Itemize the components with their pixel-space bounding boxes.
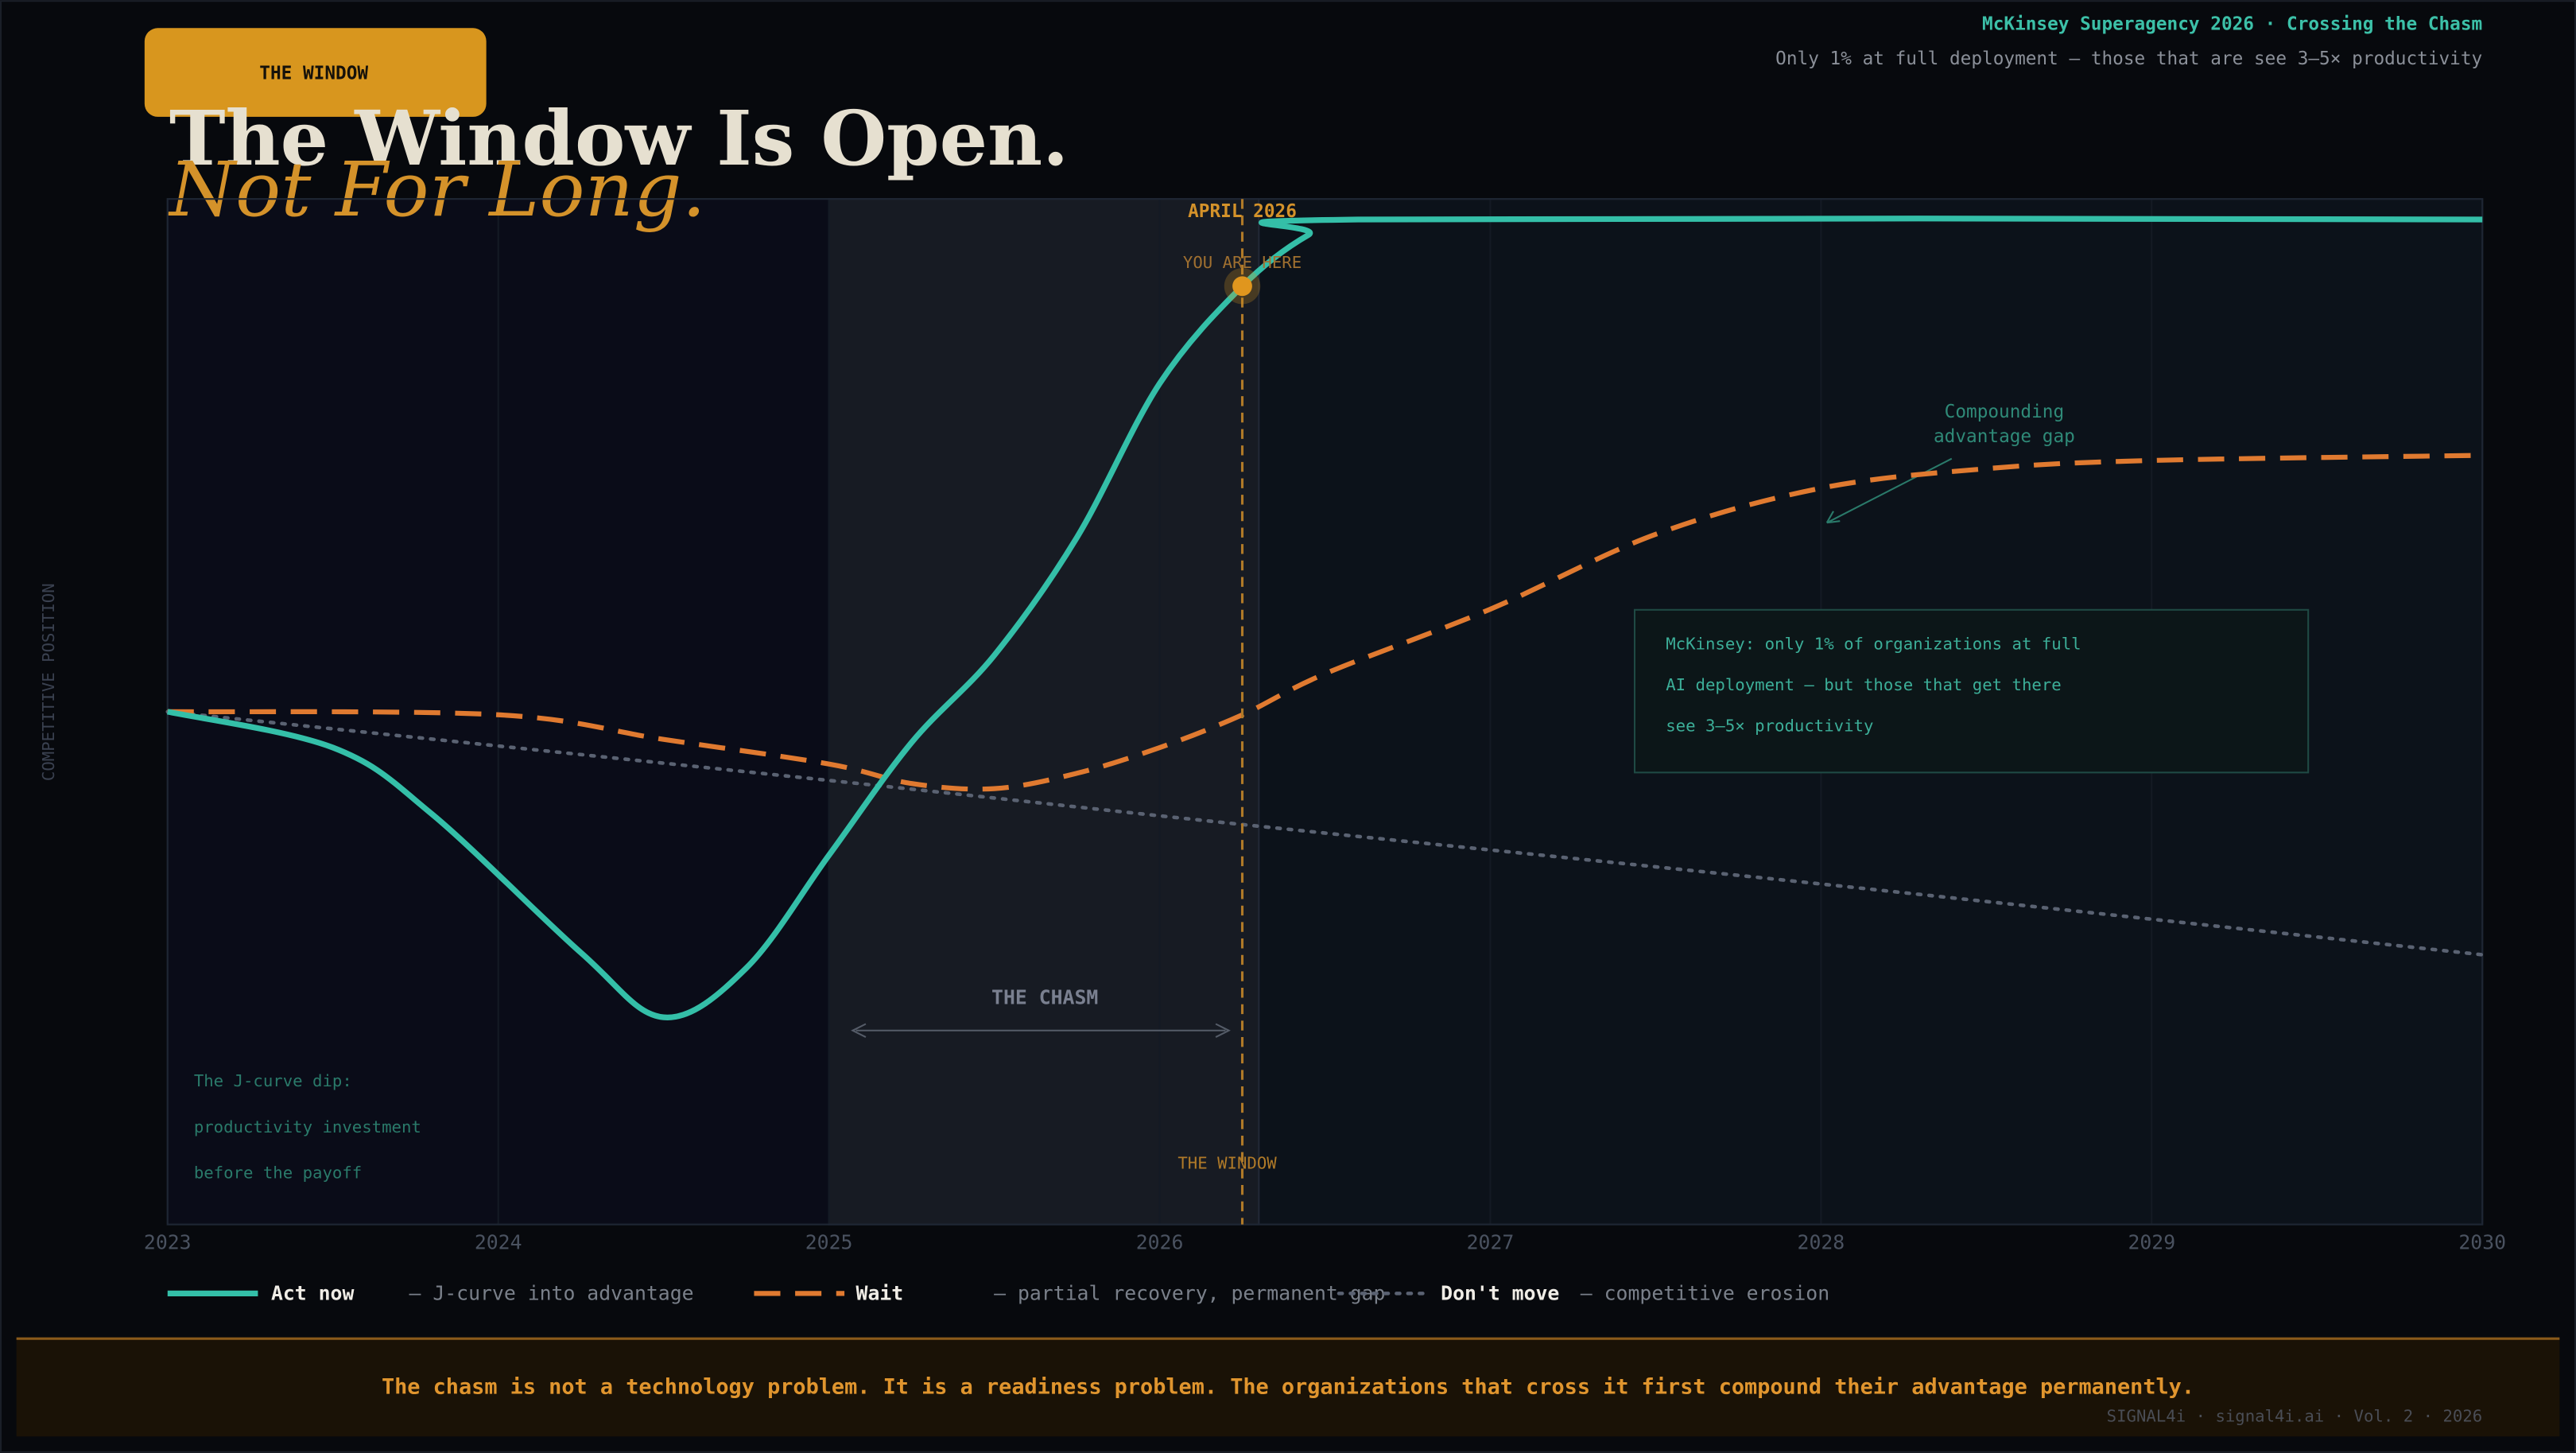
box-note: see 3–5× productivity bbox=[1666, 717, 1873, 736]
series-line bbox=[166, 215, 2483, 1020]
legend-name: Act now bbox=[271, 1282, 355, 1305]
box-note: McKinsey: only 1% of organizations at fu… bbox=[1666, 634, 2081, 653]
window-label: THE WINDOW bbox=[1177, 1153, 1277, 1172]
legend-name: Wait bbox=[856, 1282, 904, 1305]
dip-note: The J-curve dip: bbox=[194, 1071, 352, 1090]
legend-name: Don't move bbox=[1441, 1282, 1559, 1305]
badge-text: THE WINDOW bbox=[259, 63, 368, 84]
x-tick-label: 2028 bbox=[1798, 1231, 1845, 1254]
subtitle: Not For Long. bbox=[168, 146, 706, 234]
header-note: Only 1% at full deployment — those that … bbox=[1775, 49, 2482, 69]
marker-date: APRIL 2026 bbox=[1188, 201, 1297, 222]
x-tick-label: 2024 bbox=[475, 1231, 522, 1254]
chasm-label: THE CHASM bbox=[991, 986, 1098, 1009]
y-axis-label: COMPETITIVE POSITION bbox=[39, 583, 58, 781]
legend-description: — J-curve into advantage bbox=[409, 1282, 694, 1305]
x-tick-label: 2025 bbox=[805, 1231, 853, 1254]
badge bbox=[144, 28, 487, 117]
gap-note: advantage gap bbox=[1934, 426, 2075, 447]
x-tick-label: 2026 bbox=[1136, 1231, 1184, 1254]
arrow-head bbox=[851, 1023, 1231, 1038]
x-tick-label: 2027 bbox=[1467, 1231, 1515, 1254]
header: McKinsey Superagency 2026 · Crossing the… bbox=[1982, 14, 2482, 34]
legend-description: — partial recovery, permanent gap bbox=[994, 1282, 1385, 1305]
legend-description: — competitive erosion bbox=[1581, 1282, 1829, 1305]
title: The Window Is Open. bbox=[169, 95, 1069, 183]
x-tick-label: 2029 bbox=[2128, 1231, 2175, 1254]
box-note: AI deployment — but those that get there bbox=[1666, 675, 2061, 694]
dip-note: productivity investment bbox=[194, 1117, 421, 1136]
note-box bbox=[1633, 608, 2310, 774]
marker-note: YOU ARE HERE bbox=[1183, 253, 1302, 272]
gap-arrow bbox=[1825, 457, 1953, 524]
gap-note: Compounding bbox=[1945, 402, 2064, 422]
series-line bbox=[165, 709, 2485, 957]
chasm-band bbox=[828, 198, 1260, 1226]
dip-note: before the payoff bbox=[194, 1164, 362, 1183]
x-tick-label: 2030 bbox=[2458, 1231, 2506, 1254]
footer-text: The chasm is not a technology problem. I… bbox=[382, 1374, 2194, 1399]
x-tick-label: 2023 bbox=[144, 1231, 192, 1254]
you-are-here bbox=[1232, 276, 1252, 297]
plot-area bbox=[166, 198, 2484, 1226]
credit: SIGNAL4i · signal4i.ai · Vol. 2 · 2026 bbox=[2107, 1407, 2483, 1426]
footer-banner bbox=[16, 1338, 2560, 1437]
